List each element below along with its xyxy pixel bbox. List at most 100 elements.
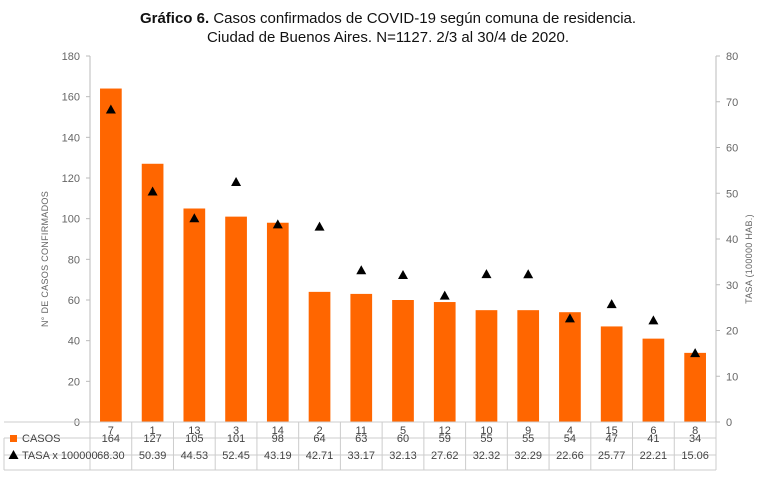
- tasa-marker-comuna-7: [105, 104, 116, 114]
- category-label: 15: [606, 425, 618, 437]
- casos-value: 101: [227, 433, 245, 445]
- right-tick-label: 20: [726, 326, 738, 338]
- casos-value: 63: [355, 433, 367, 445]
- right-tick-label: 80: [726, 51, 738, 63]
- bar-comuna-14: [266, 222, 289, 422]
- left-tick-label: 80: [68, 254, 80, 266]
- category-label: 10: [480, 425, 492, 437]
- left-axis-label: N° DE CASOS CONFIRMADOS: [40, 191, 50, 327]
- left-tick-label: 0: [74, 417, 80, 429]
- bar-comuna-9: [517, 310, 540, 422]
- left-tick-label: 140: [62, 132, 80, 144]
- casos-value: 41: [647, 433, 659, 445]
- tasa-marker-comuna-8: [690, 348, 701, 358]
- tasa-marker-comuna-13: [189, 213, 200, 223]
- category-label: 8: [692, 425, 698, 437]
- right-tick-label: 40: [726, 234, 738, 246]
- bar-comuna-11: [350, 293, 373, 422]
- marker-series-tasa: [105, 104, 701, 358]
- right-tick-label: 30: [726, 280, 738, 292]
- tasa-value: 32.29: [514, 450, 542, 462]
- tasa-value: 15.06: [681, 450, 709, 462]
- tasa-marker-comuna-6: [648, 315, 659, 325]
- bar-comuna-12: [433, 302, 456, 422]
- tasa-value: 50.39: [139, 450, 167, 462]
- bar-comuna-2: [308, 291, 331, 422]
- tasa-value: 25.77: [598, 450, 626, 462]
- bar-comuna-7: [100, 88, 122, 423]
- tasa-marker-comuna-15: [606, 299, 617, 309]
- tasa-marker-comuna-11: [356, 265, 367, 275]
- chart-title: Gráfico 6. Casos confirmados de COVID-19…: [140, 10, 636, 27]
- casos-value: 127: [143, 433, 161, 445]
- category-label: 4: [567, 425, 573, 437]
- right-tick-label: 50: [726, 188, 738, 200]
- legend-tasa-label: TASA x 100000: [22, 450, 98, 462]
- data-table: 7 1 13 3 14 2 11 5 12 10 9 4 15 6 8 CASOS TASA x 100000 1…: [3, 421, 717, 471]
- tasa-value: 22.21: [640, 450, 668, 462]
- tasa-marker-comuna-14: [272, 219, 283, 229]
- category-label: 14: [272, 425, 284, 437]
- chart-subtitle: Ciudad de Buenos Aires. N=1127. 2/3 al 3…: [207, 29, 569, 46]
- tasa-value: 22.66: [556, 450, 584, 462]
- tasa-marker-comuna-4: [564, 313, 575, 323]
- tasa-value: 44.53: [181, 450, 209, 462]
- casos-value: 47: [606, 433, 618, 445]
- bar-comuna-1: [141, 163, 164, 422]
- tasa-marker-comuna-9: [523, 269, 534, 279]
- tasa-value: 32.32: [473, 450, 501, 462]
- category-label: 12: [439, 425, 451, 437]
- chart-title-bold: Gráfico 6.: [140, 10, 209, 27]
- tasa-value: 32.13: [389, 450, 417, 462]
- category-label: 3: [233, 425, 239, 437]
- bar-comuna-10: [475, 310, 498, 422]
- left-tick-label: 100: [62, 214, 80, 226]
- casos-value: 34: [689, 433, 701, 445]
- tasa-value: 43.19: [264, 450, 292, 462]
- left-tick-label: 40: [68, 336, 80, 348]
- left-tick-label: 60: [68, 295, 80, 307]
- bar-comuna-13: [183, 208, 206, 422]
- category-label: 9: [525, 425, 531, 437]
- tasa-marker-comuna-12: [439, 290, 450, 300]
- left-tick-label: 120: [62, 173, 80, 185]
- tasa-value: 52.45: [222, 450, 250, 462]
- right-axis-label: TASA (100000 HAB.): [744, 214, 754, 304]
- category-label: 11: [356, 425, 367, 437]
- left-tick-label: 180: [62, 51, 80, 63]
- casos-value: 55: [480, 433, 492, 445]
- left-axis-ticks: 0 20 40 60 80 100 120 140 160 180: [62, 51, 90, 429]
- right-tick-label: 70: [726, 97, 738, 109]
- tasa-value: 68.30: [97, 450, 125, 462]
- casos-value: 98: [272, 433, 284, 445]
- left-tick-label: 20: [68, 376, 80, 388]
- category-label: 1: [150, 425, 156, 437]
- legend-casos-label: CASOS: [22, 433, 61, 445]
- bar-comuna-3: [225, 216, 247, 422]
- legend-tasa-marker: [8, 450, 19, 459]
- tasa-value: 33.17: [348, 450, 376, 462]
- tasa-marker-comuna-2: [314, 221, 325, 231]
- bar-comuna-6: [642, 338, 665, 422]
- casos-value: 164: [102, 433, 120, 445]
- bar-comuna-8: [684, 352, 706, 422]
- casos-value: 55: [522, 433, 534, 445]
- bar-comuna-4: [559, 312, 581, 422]
- bar-series-casos: [100, 88, 706, 423]
- category-label: 6: [650, 425, 656, 437]
- chart-title-rest: Casos confirmados de COVID-19 según comu…: [209, 10, 636, 27]
- casos-value: 64: [313, 433, 325, 445]
- casos-value: 105: [185, 433, 203, 445]
- right-axis-ticks: 0 10 20 30 40 50 60 70 80: [716, 51, 738, 429]
- tasa-marker-comuna-3: [231, 177, 242, 187]
- bar-comuna-15: [600, 326, 623, 422]
- casos-value: 54: [564, 433, 576, 445]
- tasa-marker-comuna-10: [481, 269, 492, 279]
- right-tick-label: 0: [726, 417, 732, 429]
- casos-value: 59: [439, 433, 451, 445]
- right-tick-label: 60: [726, 143, 738, 155]
- category-label: 13: [188, 425, 200, 437]
- category-label: 7: [108, 425, 114, 437]
- legend-casos-swatch: [10, 435, 17, 442]
